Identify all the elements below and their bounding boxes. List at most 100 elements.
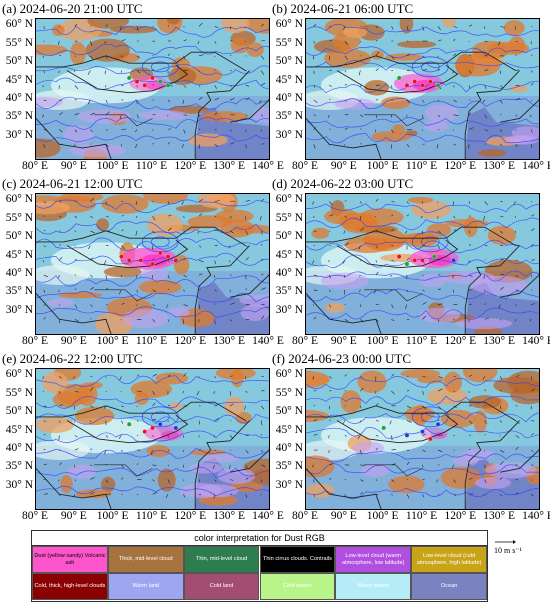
wind-vector <box>360 420 362 423</box>
south-border <box>306 468 382 509</box>
wind-vector <box>152 492 158 495</box>
wind-vector <box>452 464 454 469</box>
cloud-patch <box>74 406 115 426</box>
wind-vector <box>375 114 378 119</box>
wind-vector <box>359 289 361 293</box>
wind-vector <box>515 144 518 148</box>
low-cloud-patch <box>352 441 385 455</box>
cloud-patch <box>493 376 539 394</box>
wind-vector <box>167 464 170 467</box>
wind-vector <box>531 244 534 246</box>
y-tick-label: 40° N <box>5 92 33 105</box>
cloud-patch <box>440 466 481 489</box>
wind-vector <box>529 319 532 322</box>
wind-vector <box>58 479 60 482</box>
wind-vector <box>422 464 424 468</box>
wind-vector <box>313 433 318 436</box>
wind-vector <box>214 303 216 305</box>
wind-vector <box>105 24 108 27</box>
province-border <box>364 289 423 302</box>
station-dot <box>150 425 155 431</box>
cloud-patch <box>364 79 390 96</box>
low-cloud-patch <box>240 304 269 321</box>
wind-vector <box>313 99 318 104</box>
mongolia-border <box>66 414 189 444</box>
wind-vector <box>135 274 138 279</box>
wind-vector <box>214 376 217 379</box>
wind-vector <box>437 419 440 421</box>
geopotential-contour <box>306 80 539 94</box>
panel-title: (e) 2024-06-22 12:00 UTC <box>2 351 143 366</box>
wind-vector <box>90 318 92 320</box>
wind-vector <box>313 389 317 392</box>
satellite-image <box>36 369 269 509</box>
wind-vector <box>329 98 331 101</box>
wind-vector <box>181 201 184 205</box>
x-tick-label: 120° E <box>444 335 477 347</box>
cloud-patch <box>155 372 189 385</box>
wind-vector <box>105 111 110 116</box>
wind-vector <box>468 449 471 451</box>
wind-vector <box>375 229 378 232</box>
wind-vector <box>74 448 79 451</box>
wind-vector <box>313 274 318 277</box>
map-panel: (a) 2024-06-20 21:00 UTC 60° N 55° N 50° N 4… <box>0 0 284 175</box>
wind-vector <box>42 114 45 118</box>
wind-vector <box>391 479 395 482</box>
wind-vector <box>375 479 378 481</box>
wind-vector <box>453 114 459 116</box>
wind-vector <box>167 288 170 291</box>
wind-vector <box>260 55 265 60</box>
russia-border <box>36 226 246 246</box>
low-cloud-patch <box>179 483 222 499</box>
wind-vector <box>312 260 315 264</box>
wind-vector <box>312 201 315 205</box>
geopotential-contour <box>36 374 269 388</box>
wind-vector <box>167 25 170 27</box>
cloud-patch <box>306 410 330 423</box>
wind-vector <box>391 260 395 262</box>
station-dot <box>404 432 410 438</box>
wind-vector <box>329 128 331 130</box>
wind-vector <box>183 215 185 218</box>
wind-vector <box>260 433 263 436</box>
geopotential-contour <box>306 117 539 128</box>
wind-vector <box>452 70 454 74</box>
wind-vector <box>515 97 521 101</box>
wind-vector <box>136 245 138 249</box>
wind-vector <box>152 69 155 71</box>
mongolia-border <box>336 64 459 94</box>
wind-vector <box>73 70 76 73</box>
geopotential-contour <box>306 463 539 475</box>
closed-contour <box>420 236 440 248</box>
wind-vector <box>531 82 534 86</box>
wind-vector <box>121 128 127 130</box>
wind-vector <box>261 273 264 276</box>
wind-vector <box>183 289 185 292</box>
cloud-patch <box>139 279 182 295</box>
geopotential-contour <box>36 77 269 90</box>
russia-border <box>36 401 246 421</box>
satellite-image <box>306 194 539 334</box>
wind-vector <box>152 319 156 323</box>
x-tick-label: 110° E <box>405 335 438 347</box>
low-cloud-patch <box>122 309 169 328</box>
wind-vector <box>214 289 217 292</box>
wind-vector <box>313 85 316 88</box>
station-dot <box>126 75 132 81</box>
wind-vector <box>391 26 394 30</box>
wind-vector <box>43 26 45 29</box>
wind-vector <box>73 376 76 379</box>
dust-rgb-map <box>305 18 540 160</box>
wind-vector <box>90 492 95 495</box>
wind-vector <box>119 26 122 31</box>
geopotential-contour <box>36 43 269 56</box>
wind-vector <box>245 464 248 470</box>
wind-vector <box>390 274 392 278</box>
cloud-patch <box>343 26 367 38</box>
wind-vector <box>197 230 200 234</box>
wind-vector <box>515 492 519 495</box>
wind-vector <box>198 213 203 217</box>
wind-vector <box>135 215 138 218</box>
wind-vector <box>452 274 454 279</box>
